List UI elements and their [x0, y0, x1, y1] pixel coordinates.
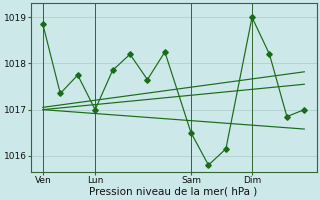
- X-axis label: Pression niveau de la mer( hPa ): Pression niveau de la mer( hPa ): [90, 187, 258, 197]
